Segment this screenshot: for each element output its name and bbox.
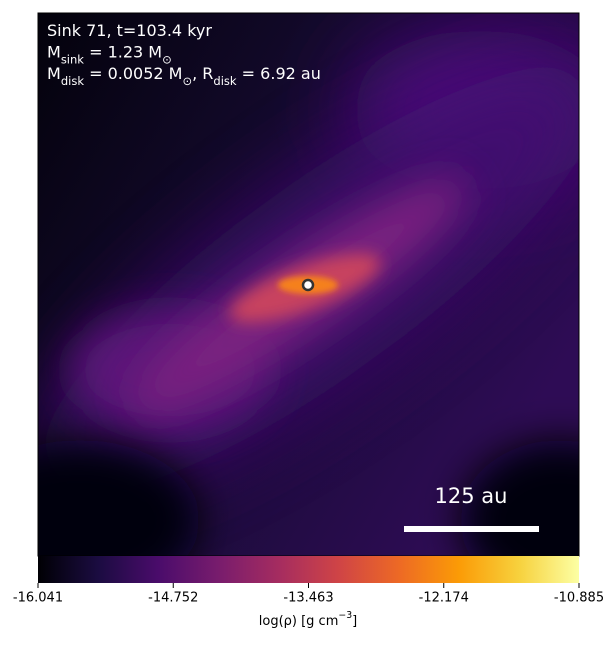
sink-marker [301,278,315,292]
text-segment: , R [192,64,213,83]
colorbar-ticks: -16.041 -14.752 -13.463 -12.174 -10.885 [13,583,604,606]
subscript: disk [61,74,85,88]
annotation: Sink 71, t=103.4 kyr [47,21,212,40]
colorbar [38,556,579,583]
annotation: Msink = 1.23 M⊙ [47,42,172,66]
subscript: disk [213,74,237,88]
subscript: sink [61,52,84,66]
tick-label: -14.752 [148,591,198,606]
scale-bar-label: 125 au [435,484,508,508]
subscript: ⊙ [182,74,192,88]
superscript: −3 [338,610,352,621]
text-segment: = 0.0052 M [84,64,182,83]
text-segment: M [47,64,61,83]
tick-label: -12.174 [419,591,469,606]
text-segment: ] [352,614,357,629]
tick-label: -16.041 [13,591,63,606]
subscript: ⊙ [162,52,172,66]
text-segment: = 1.23 M [84,42,162,61]
density-map: 125 au [38,13,579,556]
text-segment: M [47,42,61,61]
annotation: Mdisk = 0.0052 M⊙, Rdisk = 6.92 au [47,64,321,88]
tick-label: -10.885 [554,591,604,606]
text-segment: log(ρ) [g cm [259,614,339,629]
colorbar-label: log(ρ) [g cm−3] [259,610,357,629]
text-segment: = 6.92 au [237,64,321,83]
tick-label: -13.463 [283,591,333,606]
text-segment: Sink 71, t=103.4 kyr [47,21,212,40]
